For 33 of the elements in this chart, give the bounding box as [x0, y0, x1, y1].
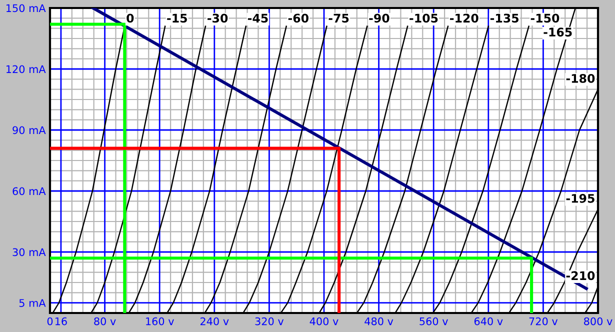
series-label: -195	[566, 194, 594, 203]
x-tick-label: 320 v	[255, 317, 284, 326]
series-label: -60	[288, 14, 308, 23]
y-tick-label: 30 mA	[12, 248, 46, 256]
series-label: -120	[450, 14, 478, 23]
x-tick-label: 16	[55, 317, 67, 326]
x-tick-label: 400 v	[310, 317, 338, 326]
y-tick-label: 90 mA	[12, 126, 46, 134]
x-tick-label: 720 v	[529, 317, 558, 326]
series-label: -15	[167, 14, 187, 23]
series-label: -75	[328, 14, 349, 23]
series-label: -105	[410, 14, 438, 23]
series-label: -150	[530, 14, 560, 23]
series-label: 0	[126, 14, 134, 23]
x-tick-label: 80 v	[94, 317, 116, 326]
x-tick-label: 560 v	[420, 317, 448, 326]
series-label: -165	[544, 28, 572, 37]
x-tick-label: 800 v	[584, 317, 612, 326]
x-tick-label: 640 v	[474, 317, 503, 326]
y-tick-label: 120 mA	[6, 65, 46, 74]
series-label: -45	[248, 14, 268, 23]
x-tick-label: 0	[47, 317, 53, 326]
x-tick-label: 480 v	[364, 317, 394, 326]
series-label: -180	[566, 74, 595, 83]
series-label: -210	[566, 271, 595, 280]
y-tick-label: 60 mA	[12, 187, 46, 196]
x-tick-label: 240 v	[200, 317, 229, 326]
series-label: -135	[490, 14, 519, 23]
series-label: -90	[369, 14, 390, 23]
y-tick-label: 5 mA	[19, 299, 46, 307]
y-tick-label: 150 mA	[6, 4, 46, 12]
series-label: -30	[208, 14, 228, 23]
x-tick-label: 160 v	[146, 317, 174, 326]
